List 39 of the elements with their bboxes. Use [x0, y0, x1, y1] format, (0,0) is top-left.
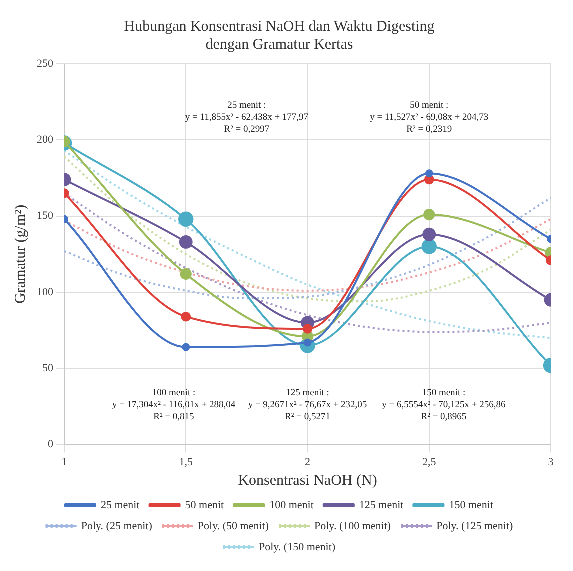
- annotation: 25 menit : y = 11,855x² - 62,438x + 177,97 R² = 0,2997: [185, 100, 309, 135]
- point: [181, 312, 192, 322]
- point: [179, 236, 193, 249]
- y-axis-title: Gramatur (g/m²): [12, 204, 29, 304]
- legend-label: Poly. (50 menit): [198, 520, 270, 532]
- point: [422, 239, 437, 254]
- annotation: 150 menit : y = 6,5554x² - 70,125x + 256,86 R² = 0,8965: [382, 388, 506, 423]
- chart-title: Hubungan Konsentrasi NaOH dan Waktu Digesting dengan Gramatur Kertas: [124, 18, 436, 53]
- y-tick-label: 100: [37, 286, 54, 298]
- x-tick-label: 1: [62, 456, 68, 468]
- y-tick-label: 250: [37, 58, 54, 70]
- legend-label: 100 menit: [270, 499, 314, 512]
- legend-label: Poly. (150 menit): [258, 541, 336, 554]
- legend-label: 150 menit: [449, 499, 494, 512]
- legend-label: 25 menit: [101, 499, 140, 512]
- y-tick-label: 0: [48, 438, 54, 451]
- legend-label: 125 menit: [359, 499, 404, 512]
- point: [182, 343, 190, 352]
- x-tick-label: 3: [548, 456, 554, 468]
- point: [425, 170, 434, 178]
- y-tick-label: 50: [42, 362, 54, 375]
- annotation: 125 menit : y = 9,2671x² - 76,67x + 232,05 R² = 0,5271: [248, 388, 368, 423]
- point: [178, 212, 194, 227]
- point: [302, 324, 313, 334]
- x-tick-label: 2: [305, 456, 310, 468]
- annotation: 100 menit : y = 17,304x² - 116,01x + 288,04 R² = 0,815: [112, 388, 236, 423]
- point: [424, 208, 436, 221]
- y-tick-label: 200: [37, 134, 54, 146]
- legend-label: Poly. (125 menit): [436, 520, 514, 532]
- legend-label: Poly. (100 menit): [314, 520, 392, 532]
- legend-label: Poly. (25 menit): [81, 520, 153, 532]
- point: [422, 228, 436, 242]
- point: [180, 268, 192, 280]
- x-axis-title: Konsentrasi NaOH (N): [238, 472, 378, 489]
- annotation: 50 menit : y = 11,527x² - 69,08x + 204,73 R² = 0,2319: [370, 100, 489, 135]
- y-tick-label: 150: [37, 210, 54, 222]
- x-tick-label: 2,5: [422, 456, 437, 468]
- legend-label: 50 menit: [185, 499, 224, 512]
- x-tick-label: 1,5: [179, 456, 194, 468]
